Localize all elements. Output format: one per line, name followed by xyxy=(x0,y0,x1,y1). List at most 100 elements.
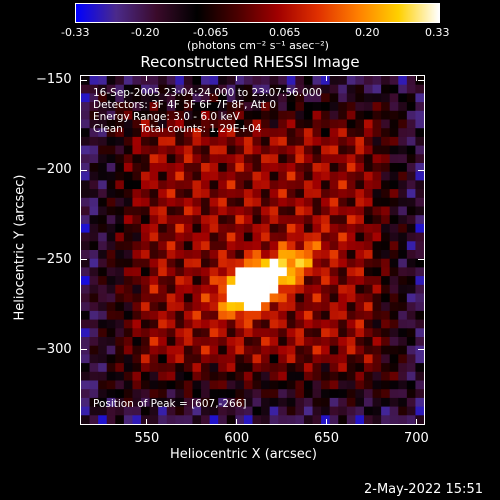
heatmap-cell xyxy=(106,293,116,303)
heatmap-cell xyxy=(278,397,288,408)
heatmap-cell xyxy=(363,223,374,234)
heatmap-cell xyxy=(115,397,125,408)
heatmap-cell xyxy=(355,415,365,424)
heatmap-cell xyxy=(209,302,219,312)
heatmap-cell xyxy=(106,397,116,408)
heatmap-cell xyxy=(106,415,116,424)
heatmap-cell xyxy=(192,380,202,390)
heatmap-cell xyxy=(346,328,356,338)
heatmap-cell xyxy=(381,110,391,121)
heatmap-cell xyxy=(398,189,408,199)
heatmap-cell xyxy=(312,232,322,242)
heatmap-cell xyxy=(269,189,279,199)
heatmap-cell xyxy=(183,363,194,373)
heatmap-cell xyxy=(201,223,211,234)
heatmap-cell xyxy=(89,319,99,329)
heatmap-cell xyxy=(106,189,116,199)
heatmap-cell xyxy=(115,128,125,138)
heatmap-cell xyxy=(235,345,245,355)
heatmap-cell xyxy=(89,293,99,303)
heatmap-cell xyxy=(183,215,194,225)
heatmap-cell xyxy=(175,389,185,399)
heatmap-cell xyxy=(286,206,296,216)
heatmap-cell xyxy=(201,293,211,303)
heatmap-cell xyxy=(226,163,236,173)
heatmap-cell xyxy=(261,276,271,286)
peak-position: Position of Peak = [607,-266] xyxy=(93,398,247,410)
heatmap-cell xyxy=(132,389,142,399)
heatmap-cell xyxy=(295,328,305,338)
heatmap-cell xyxy=(406,136,417,147)
heatmap-cell xyxy=(132,337,142,347)
heatmap-cell xyxy=(98,354,108,364)
heatmap-cell xyxy=(389,363,399,373)
heatmap-cell xyxy=(149,250,159,260)
heatmap-cell xyxy=(89,93,99,103)
heatmap-cell xyxy=(106,406,116,416)
heatmap-cell xyxy=(81,302,91,312)
x-tick-label: 650 xyxy=(314,431,339,446)
heatmap-cell xyxy=(372,171,382,181)
heatmap-cell xyxy=(312,310,322,321)
heatmap-cell xyxy=(372,380,382,390)
heatmap-cell xyxy=(252,163,262,173)
heatmap-cell xyxy=(89,163,99,173)
heatmap-cell xyxy=(175,223,185,234)
heatmap-cell xyxy=(261,197,271,208)
heatmap-cell xyxy=(338,197,348,208)
heatmap-cell xyxy=(269,406,279,416)
heatmap-cell xyxy=(201,258,211,268)
heatmap-cell xyxy=(132,197,142,208)
heatmap-cell xyxy=(235,371,245,382)
heatmap-cell xyxy=(98,380,108,390)
heatmap-cell xyxy=(166,258,176,268)
heatmap-cell xyxy=(252,223,262,234)
heatmap-cell xyxy=(106,223,116,234)
x-axis-label: Heliocentric X (arcsec) xyxy=(170,447,317,462)
heatmap-cell xyxy=(123,389,134,399)
heatmap-cell xyxy=(183,241,194,251)
heatmap-cell xyxy=(158,258,168,268)
heatmap-cell xyxy=(218,310,228,321)
heatmap-cell xyxy=(278,93,288,103)
heatmap-cell xyxy=(269,354,279,364)
heatmap-cell xyxy=(226,363,236,373)
heatmap-cell xyxy=(81,206,91,216)
heatmap-cell xyxy=(363,136,374,147)
heatmap-cell xyxy=(226,250,236,260)
heatmap-cell xyxy=(132,276,142,286)
heatmap-cell xyxy=(355,163,365,173)
heatmap-cell xyxy=(115,415,125,424)
heatmap-cell xyxy=(158,293,168,303)
heatmap-cell xyxy=(106,363,116,373)
heatmap-cell xyxy=(381,293,391,303)
heatmap-cell xyxy=(398,171,408,181)
heatmap-cell xyxy=(346,284,356,295)
heatmap-cell xyxy=(363,258,374,268)
heatmap-cell xyxy=(286,154,296,164)
heatmap-cell xyxy=(98,145,108,155)
heatmap-cell xyxy=(321,171,331,181)
heatmap-cell xyxy=(303,310,314,321)
heatmap-cell xyxy=(183,354,194,364)
heatmap-cell xyxy=(252,345,262,355)
heatmap-cell xyxy=(278,223,288,234)
heatmap-cell xyxy=(372,354,382,364)
heatmap-cell xyxy=(81,163,91,173)
heatmap-cell xyxy=(346,223,356,234)
heatmap-cell xyxy=(312,241,322,251)
heatmap-cell xyxy=(338,284,348,295)
heatmap-cell xyxy=(81,354,91,364)
heatmap-cell xyxy=(372,206,382,216)
heatmap-cell xyxy=(372,93,382,103)
heatmap-cell xyxy=(295,136,305,147)
heatmap-cell xyxy=(115,389,125,399)
heatmap-cell xyxy=(201,415,211,424)
heatmap-cell xyxy=(269,154,279,164)
heatmap-cell xyxy=(235,128,245,138)
heatmap-cell xyxy=(312,415,322,424)
heatmap-cell xyxy=(372,389,382,399)
heatmap-cell xyxy=(149,84,159,94)
heatmap-cell xyxy=(89,380,99,390)
heatmap-cell xyxy=(98,302,108,312)
